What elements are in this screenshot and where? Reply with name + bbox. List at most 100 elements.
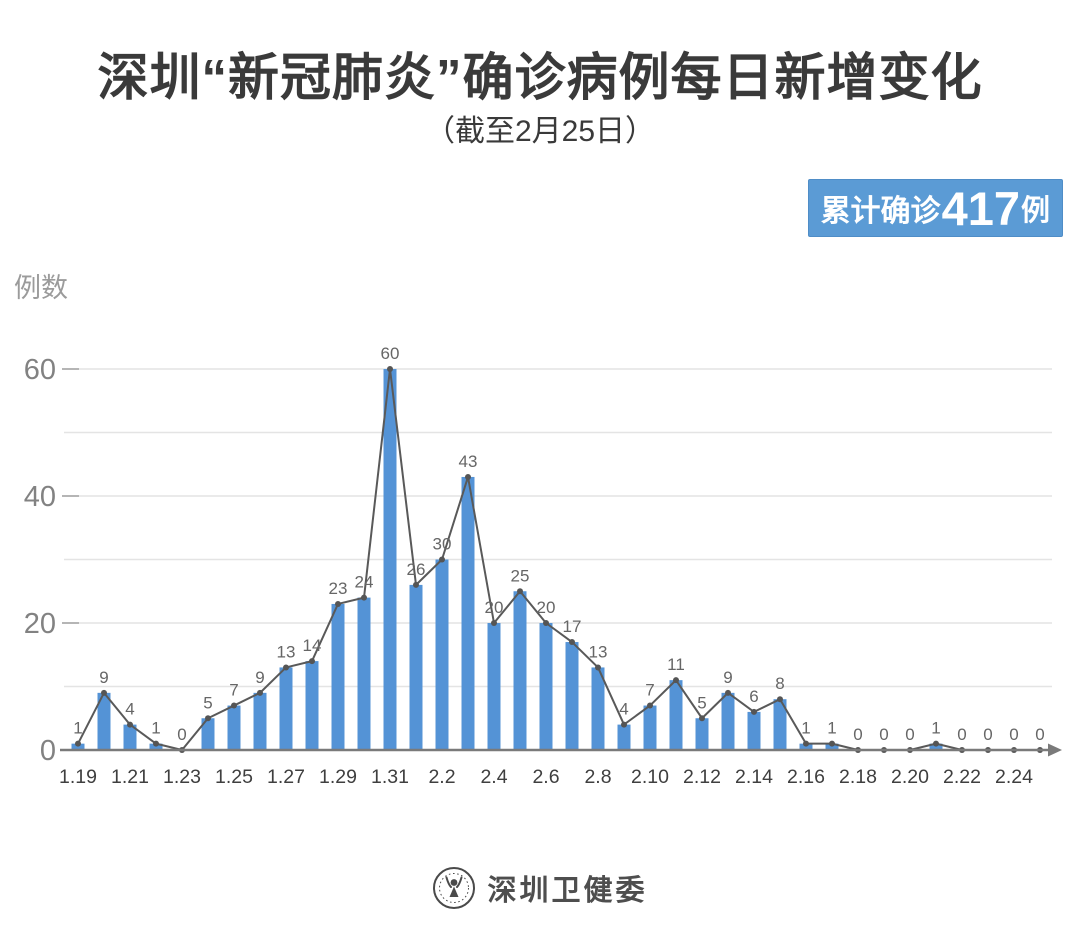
bar	[383, 369, 397, 750]
data-label: 20	[537, 598, 556, 617]
bar	[123, 724, 137, 750]
x-tick-label: 2.12	[683, 766, 721, 788]
data-label: 1	[931, 719, 940, 738]
data-point-marker	[205, 715, 211, 722]
badge-prefix-label: 累计确诊	[820, 195, 941, 228]
data-label: 1	[73, 719, 82, 738]
data-label: 0	[879, 725, 888, 744]
footer-brand-text: 深圳卫健委	[487, 875, 648, 907]
data-label: 1	[827, 719, 836, 738]
data-point-marker	[465, 473, 471, 480]
data-label: 17	[563, 617, 582, 636]
bar	[331, 603, 345, 750]
bar	[513, 591, 527, 750]
bar	[227, 705, 241, 750]
data-point-marker	[283, 664, 289, 671]
data-point-marker	[127, 721, 133, 728]
bar	[643, 705, 657, 750]
bar	[721, 692, 735, 750]
data-label: 0	[983, 725, 992, 744]
data-label: 5	[697, 693, 706, 712]
x-tick-label: 2.20	[891, 766, 929, 788]
chart-area: 0 20 40 60 1 9 4 1 0 5 7 9 13 14 23 24 60 26 30 43 20 25 20 17 1…	[0, 320, 1080, 820]
data-point-marker	[699, 715, 705, 722]
data-label: 0	[853, 725, 862, 744]
data-point-marker	[491, 620, 497, 626]
data-point-marker	[621, 721, 627, 728]
x-tick-label: 1.29	[319, 766, 357, 788]
data-label: 24	[355, 573, 374, 592]
data-label: 0	[1035, 725, 1044, 744]
data-label: 4	[125, 700, 134, 719]
badge-total-value: 417	[941, 181, 1020, 235]
bar	[747, 711, 761, 750]
data-label: 13	[589, 642, 608, 661]
data-label: 0	[905, 725, 914, 744]
bar	[409, 584, 423, 750]
data-label: 0	[1009, 725, 1018, 744]
health-commission-seal-icon	[433, 867, 476, 909]
x-tick-label: 1.19	[59, 766, 97, 788]
data-point-marker	[387, 366, 393, 372]
x-tick-label: 1.23	[163, 766, 201, 788]
bar	[97, 692, 111, 750]
data-label: 26	[407, 560, 426, 579]
data-point-marker	[751, 708, 757, 715]
data-point-marker	[231, 702, 237, 709]
x-tick-label: 1.27	[267, 766, 305, 788]
data-point-marker	[309, 658, 315, 665]
bar	[799, 743, 813, 750]
data-label: 13	[277, 642, 296, 661]
data-point-marker	[569, 639, 575, 646]
y-tick-label: 40	[24, 481, 56, 513]
bar	[539, 623, 553, 750]
x-tick-label: 2.18	[839, 766, 877, 788]
y-tick-label: 20	[24, 608, 56, 640]
bar	[305, 661, 319, 750]
chart-subtitle: （截至2月25日）	[424, 115, 656, 148]
x-tick-label: 2.8	[584, 766, 611, 788]
data-point-marker	[153, 740, 159, 747]
data-label: 14	[303, 636, 322, 655]
data-point-marker	[803, 740, 809, 747]
data-point-marker	[777, 696, 783, 703]
bar	[591, 667, 605, 750]
x-tick-label: 2.4	[480, 766, 507, 788]
x-tick-label: 1.25	[215, 766, 253, 788]
data-point-marker	[595, 664, 601, 671]
cumulative-total-badge: 累计确诊 417 例	[807, 179, 1063, 237]
data-label: 1	[801, 719, 810, 738]
bar	[357, 597, 371, 750]
data-label: 4	[619, 700, 628, 719]
y-axis-title: 例数	[14, 273, 68, 303]
bar	[617, 724, 631, 750]
data-point-marker	[101, 689, 107, 696]
bar	[461, 476, 475, 750]
footer: 深圳卫健委	[0, 866, 1080, 910]
data-point-marker	[829, 740, 835, 747]
data-label: 9	[255, 668, 264, 687]
bar	[71, 743, 85, 750]
data-label: 0	[957, 725, 966, 744]
data-point-marker	[335, 600, 341, 607]
data-label: 11	[667, 655, 685, 674]
data-point-marker	[543, 620, 549, 626]
data-label: 60	[381, 344, 400, 363]
x-tick-label: 2.24	[995, 766, 1033, 788]
bar	[149, 743, 163, 750]
data-point-marker	[725, 689, 731, 696]
data-label: 9	[723, 668, 732, 687]
x-tick-label: 1.21	[111, 766, 149, 788]
bar	[929, 743, 943, 750]
bar	[201, 718, 215, 750]
bar	[253, 692, 267, 750]
data-point-marker	[413, 581, 419, 588]
data-point-marker	[647, 702, 653, 709]
data-point-marker	[517, 588, 523, 595]
data-label: 20	[485, 598, 504, 617]
data-label: 7	[229, 681, 238, 700]
data-label: 25	[511, 566, 530, 585]
data-label: 1	[151, 719, 160, 738]
data-label: 30	[433, 535, 452, 554]
